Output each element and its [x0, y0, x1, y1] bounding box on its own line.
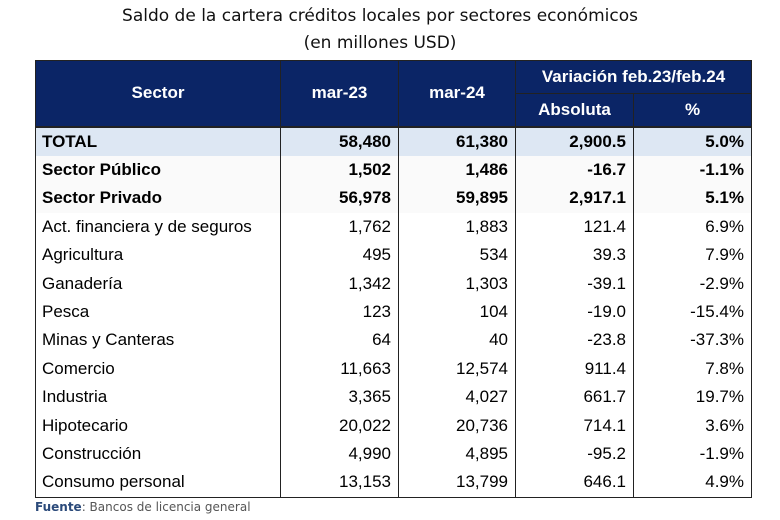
cell-percent: -1.1%	[633, 155, 752, 185]
credit-portfolio-table: Sector mar-23 mar-24 Variación feb.23/fe…	[35, 60, 752, 498]
cell-mar24: 61,380	[398, 125, 516, 156]
cell-percent: 4.9%	[633, 468, 752, 498]
cell-absolute: 39.3	[515, 241, 634, 270]
cell-mar24: 4,895	[398, 439, 516, 469]
header-percent: %	[633, 93, 752, 127]
header-sector: Sector	[35, 60, 281, 127]
cell-mar24: 104	[398, 297, 516, 327]
cell-absolute: 646.1	[515, 468, 634, 498]
table-row: Ganadería 1,342 1,303 -39.1 -2.9%	[35, 269, 752, 298]
cell-absolute: 121.4	[515, 212, 634, 242]
cell-mar23: 123	[280, 297, 399, 327]
header-mar24: mar-24	[398, 60, 516, 127]
cell-mar24: 534	[398, 241, 516, 270]
table-row: Pesca 123 104 -19.0 -15.4%	[35, 297, 752, 327]
cell-mar23: 1,762	[280, 212, 399, 242]
cell-sector: Hipotecario	[35, 411, 281, 440]
cell-sector: TOTAL	[35, 125, 281, 156]
cell-mar24: 4,027	[398, 383, 516, 412]
cell-mar24: 1,486	[398, 155, 516, 185]
cell-percent: 19.7%	[633, 383, 752, 412]
cell-mar23: 3,365	[280, 383, 399, 412]
cell-percent: -1.9%	[633, 439, 752, 469]
table-row: Agricultura 495 534 39.3 7.9%	[35, 241, 752, 270]
cell-absolute: 2,917.1	[515, 184, 634, 213]
cell-percent: -37.3%	[633, 326, 752, 355]
cell-mar23: 495	[280, 241, 399, 270]
header-absolute: Absoluta	[515, 93, 634, 127]
cell-absolute: -19.0	[515, 297, 634, 327]
cell-percent: 7.9%	[633, 241, 752, 270]
cell-absolute: 2,900.5	[515, 125, 634, 156]
cell-percent: 5.1%	[633, 184, 752, 213]
cell-sector: Minas y Canteras	[35, 326, 281, 355]
cell-percent: -15.4%	[633, 297, 752, 327]
cell-sector: Comercio	[35, 354, 281, 384]
table-row: Industria 3,365 4,027 661.7 19.7%	[35, 383, 752, 412]
table-row: Comercio 11,663 12,574 911.4 7.8%	[35, 354, 752, 384]
cell-sector: Sector Privado	[35, 184, 281, 213]
cell-mar23: 20,022	[280, 411, 399, 440]
cell-mar23: 56,978	[280, 184, 399, 213]
cell-absolute: -95.2	[515, 439, 634, 469]
cell-mar23: 1,502	[280, 155, 399, 185]
source-note: Fuente: Bancos de licencia general	[35, 500, 251, 514]
cell-mar23: 58,480	[280, 125, 399, 156]
table-row: Construcción 4,990 4,895 -95.2 -1.9%	[35, 439, 752, 469]
cell-sector: Ganadería	[35, 269, 281, 298]
table-subtitle: (en millones USD)	[303, 33, 457, 53]
cell-percent: 5.0%	[633, 125, 752, 156]
cell-mar23: 13,153	[280, 468, 399, 498]
header-mar23: mar-23	[280, 60, 399, 127]
cell-absolute: 714.1	[515, 411, 634, 440]
table-title: Saldo de la cartera créditos locales por…	[122, 6, 638, 26]
cell-sector: Pesca	[35, 297, 281, 327]
cell-mar24: 1,883	[398, 212, 516, 242]
table-row: Hipotecario 20,022 20,736 714.1 3.6%	[35, 411, 752, 440]
cell-percent: 7.8%	[633, 354, 752, 384]
cell-mar23: 11,663	[280, 354, 399, 384]
cell-sector: Act. financiera y de seguros	[35, 212, 281, 242]
cell-sector: Industria	[35, 383, 281, 412]
cell-absolute: 661.7	[515, 383, 634, 412]
cell-mar23: 4,990	[280, 439, 399, 469]
header-variation: Variación feb.23/feb.24	[515, 60, 752, 94]
cell-absolute: 911.4	[515, 354, 634, 384]
cell-percent: 3.6%	[633, 411, 752, 440]
cell-absolute: -23.8	[515, 326, 634, 355]
cell-percent: 6.9%	[633, 212, 752, 242]
cell-mar23: 1,342	[280, 269, 399, 298]
cell-absolute: -16.7	[515, 155, 634, 185]
cell-sector: Agricultura	[35, 241, 281, 270]
cell-percent: -2.9%	[633, 269, 752, 298]
source-label: Fuente	[35, 500, 82, 514]
cell-mar23: 64	[280, 326, 399, 355]
cell-mar24: 20,736	[398, 411, 516, 440]
cell-sector: Consumo personal	[35, 468, 281, 498]
cell-sector: Construcción	[35, 439, 281, 469]
cell-sector: Sector Público	[35, 155, 281, 185]
cell-mar24: 12,574	[398, 354, 516, 384]
table-row: Minas y Canteras 64 40 -23.8 -37.3%	[35, 326, 752, 355]
table-row: TOTAL 58,480 61,380 2,900.5 5.0%	[35, 125, 752, 156]
cell-mar24: 1,303	[398, 269, 516, 298]
table-row: Act. financiera y de seguros 1,762 1,883 12…	[35, 212, 752, 242]
table-row: Sector Privado 56,978 59,895 2,917.1 5.1%	[35, 184, 752, 213]
cell-absolute: -39.1	[515, 269, 634, 298]
cell-mar24: 13,799	[398, 468, 516, 498]
table-row: Sector Público 1,502 1,486 -16.7 -1.1%	[35, 155, 752, 185]
source-text: : Bancos de licencia general	[81, 500, 251, 514]
cell-mar24: 40	[398, 326, 516, 355]
cell-mar24: 59,895	[398, 184, 516, 213]
table-row: Consumo personal 13,153 13,799 646.1 4.9%	[35, 468, 752, 498]
